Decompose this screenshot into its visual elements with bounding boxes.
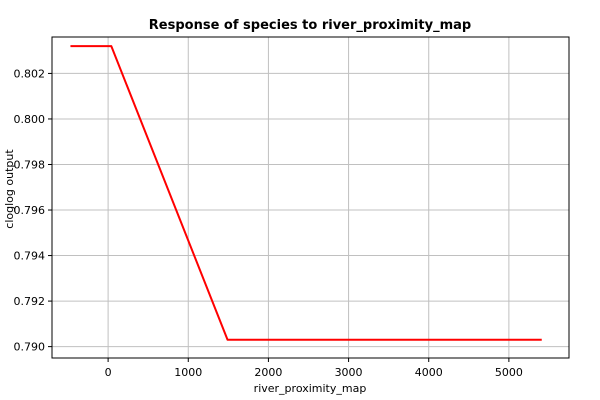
chart-title: Response of species to river_proximity_m…: [149, 18, 471, 33]
x-tick-label: 1000: [174, 366, 202, 379]
series-layer: [70, 45, 542, 341]
x-axis: 0 1000 2000 3000 4000 5000: [105, 358, 523, 379]
x-tick-label: 0: [105, 366, 112, 379]
x-axis-label: river_proximity_map: [254, 382, 367, 395]
y-tick-label: 0.794: [14, 250, 46, 263]
y-tick-label: 0.802: [14, 67, 46, 80]
x-tick-label: 3000: [335, 366, 363, 379]
y-axis: 0.790 0.792 0.794 0.796 0.798 0.800 0.802: [14, 67, 52, 354]
y-tick-label: 0.790: [14, 341, 46, 354]
plot-area: [51, 36, 570, 359]
y-tick-label: 0.800: [14, 113, 46, 126]
y-tick-label: 0.796: [14, 204, 46, 217]
grid: [52, 37, 569, 358]
x-tick-label: 4000: [415, 366, 443, 379]
y-tick-label: 0.792: [14, 295, 46, 308]
y-axis-label: cloglog output: [3, 149, 16, 229]
series-line: [70, 45, 542, 341]
x-tick-label: 2000: [254, 366, 282, 379]
x-tick-label: 5000: [495, 366, 523, 379]
y-tick-label: 0.798: [14, 158, 46, 171]
